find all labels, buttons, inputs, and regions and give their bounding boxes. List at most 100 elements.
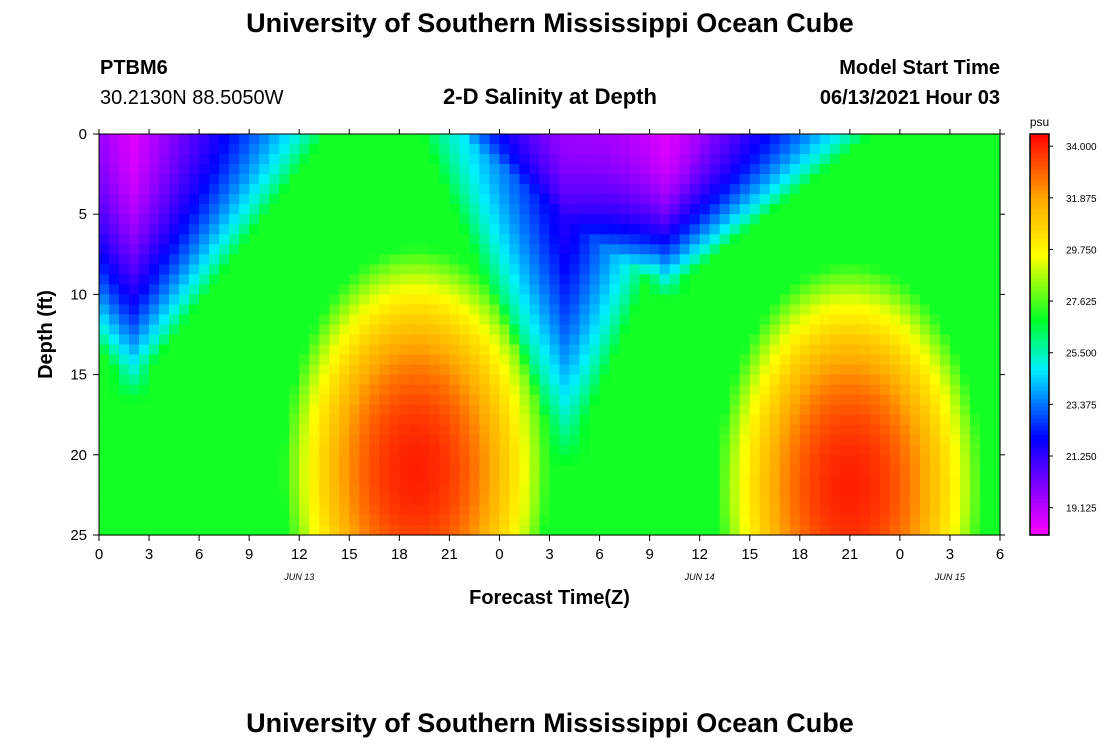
heatmap-cell bbox=[539, 474, 551, 486]
heatmap-cell bbox=[529, 394, 541, 406]
heatmap-cell bbox=[589, 214, 601, 225]
heatmap-cell bbox=[949, 284, 961, 296]
heatmap-cell bbox=[99, 264, 110, 275]
heatmap-cell bbox=[549, 524, 561, 536]
heatmap-cell bbox=[429, 214, 440, 225]
heatmap-cell bbox=[419, 404, 430, 416]
heatmap-cell bbox=[429, 414, 440, 426]
colorbar-swatch bbox=[1030, 350, 1049, 356]
heatmap-cell bbox=[609, 174, 621, 185]
heatmap-cell bbox=[519, 524, 531, 536]
heatmap-cell bbox=[499, 444, 511, 456]
heatmap-cell bbox=[139, 474, 150, 486]
heatmap-cell bbox=[369, 494, 380, 506]
heatmap-cell bbox=[819, 164, 831, 175]
heatmap-cell bbox=[819, 324, 831, 336]
heatmap-cell bbox=[339, 294, 350, 306]
heatmap-cell bbox=[279, 364, 290, 376]
heatmap-cell bbox=[439, 464, 450, 476]
heatmap-cell bbox=[959, 214, 971, 225]
heatmap-cell bbox=[379, 384, 390, 396]
heatmap-cell bbox=[639, 204, 651, 215]
heatmap-cell bbox=[329, 334, 340, 346]
heatmap-cell bbox=[289, 144, 300, 155]
heatmap-cell bbox=[329, 514, 340, 526]
heatmap-cell bbox=[179, 484, 190, 496]
heatmap-cell bbox=[649, 154, 661, 165]
heatmap-cell bbox=[319, 274, 330, 285]
heatmap-cell bbox=[489, 354, 501, 366]
heatmap-cell bbox=[979, 234, 991, 245]
heatmap-cell bbox=[319, 204, 330, 215]
heatmap-cell bbox=[769, 294, 781, 306]
heatmap-cell bbox=[859, 324, 871, 336]
heatmap-cell bbox=[109, 504, 120, 516]
heatmap-cell bbox=[199, 204, 210, 215]
heatmap-cell bbox=[469, 414, 481, 426]
heatmap-cell bbox=[389, 134, 400, 145]
heatmap-cell bbox=[549, 444, 561, 456]
heatmap-cell bbox=[409, 474, 420, 486]
heatmap-cell bbox=[689, 524, 701, 536]
heatmap-cell bbox=[749, 284, 761, 296]
heatmap-cell bbox=[769, 514, 781, 526]
heatmap-cell bbox=[989, 334, 1001, 346]
heatmap-cell bbox=[289, 504, 300, 516]
heatmap-cell bbox=[199, 364, 210, 376]
heatmap-cell bbox=[579, 194, 591, 205]
heatmap-cell bbox=[479, 404, 491, 416]
heatmap-cell bbox=[329, 484, 340, 496]
heatmap-cell bbox=[839, 194, 851, 205]
heatmap-cell bbox=[909, 284, 921, 296]
heatmap-cell bbox=[679, 364, 691, 376]
heatmap-cell bbox=[549, 464, 561, 476]
heatmap-cell bbox=[789, 434, 801, 446]
heatmap-cell bbox=[479, 154, 491, 165]
heatmap-cell bbox=[319, 354, 330, 366]
heatmap-cell bbox=[709, 444, 721, 456]
heatmap-cell bbox=[539, 354, 551, 366]
heatmap-cell bbox=[379, 414, 390, 426]
heatmap-cell bbox=[359, 334, 370, 346]
heatmap-cell bbox=[879, 404, 891, 416]
heatmap-cell bbox=[529, 254, 541, 265]
heatmap-cell bbox=[949, 504, 961, 516]
heatmap-cell bbox=[369, 524, 380, 536]
heatmap-cell bbox=[369, 444, 380, 456]
heatmap-cell bbox=[599, 474, 611, 486]
heatmap-cell bbox=[169, 224, 180, 235]
heatmap-cell bbox=[809, 444, 821, 456]
heatmap-cell bbox=[99, 334, 110, 346]
heatmap-cell bbox=[129, 454, 140, 466]
x-tick-label: 15 bbox=[341, 546, 358, 563]
heatmap-cell bbox=[539, 244, 551, 255]
heatmap-cell bbox=[339, 524, 350, 536]
heatmap-cell bbox=[349, 394, 360, 406]
heatmap-cell bbox=[239, 234, 250, 245]
heatmap-cell bbox=[839, 174, 851, 185]
heatmap-cell bbox=[339, 394, 350, 406]
heatmap-cell bbox=[509, 234, 521, 245]
heatmap-cell bbox=[369, 364, 380, 376]
heatmap-cell bbox=[489, 454, 501, 466]
heatmap-cell bbox=[639, 434, 651, 446]
heatmap-cell bbox=[99, 484, 110, 496]
heatmap-cell bbox=[579, 414, 591, 426]
heatmap-cell bbox=[469, 254, 481, 265]
heatmap-cell bbox=[579, 264, 591, 275]
heatmap-cell bbox=[799, 214, 811, 225]
heatmap-cell bbox=[399, 244, 410, 255]
heatmap-cell bbox=[719, 164, 731, 175]
heatmap-cell bbox=[489, 524, 501, 536]
heatmap-cell bbox=[849, 514, 861, 526]
heatmap-cell bbox=[509, 174, 521, 185]
heatmap-cell bbox=[249, 254, 260, 265]
heatmap-cell bbox=[619, 414, 631, 426]
heatmap-cell bbox=[329, 174, 340, 185]
heatmap-cell bbox=[569, 334, 581, 346]
heatmap-cell bbox=[639, 344, 651, 356]
heatmap-cell bbox=[479, 524, 491, 536]
heatmap-cell bbox=[189, 324, 200, 336]
heatmap-cell bbox=[269, 274, 280, 285]
heatmap-cell bbox=[879, 514, 891, 526]
